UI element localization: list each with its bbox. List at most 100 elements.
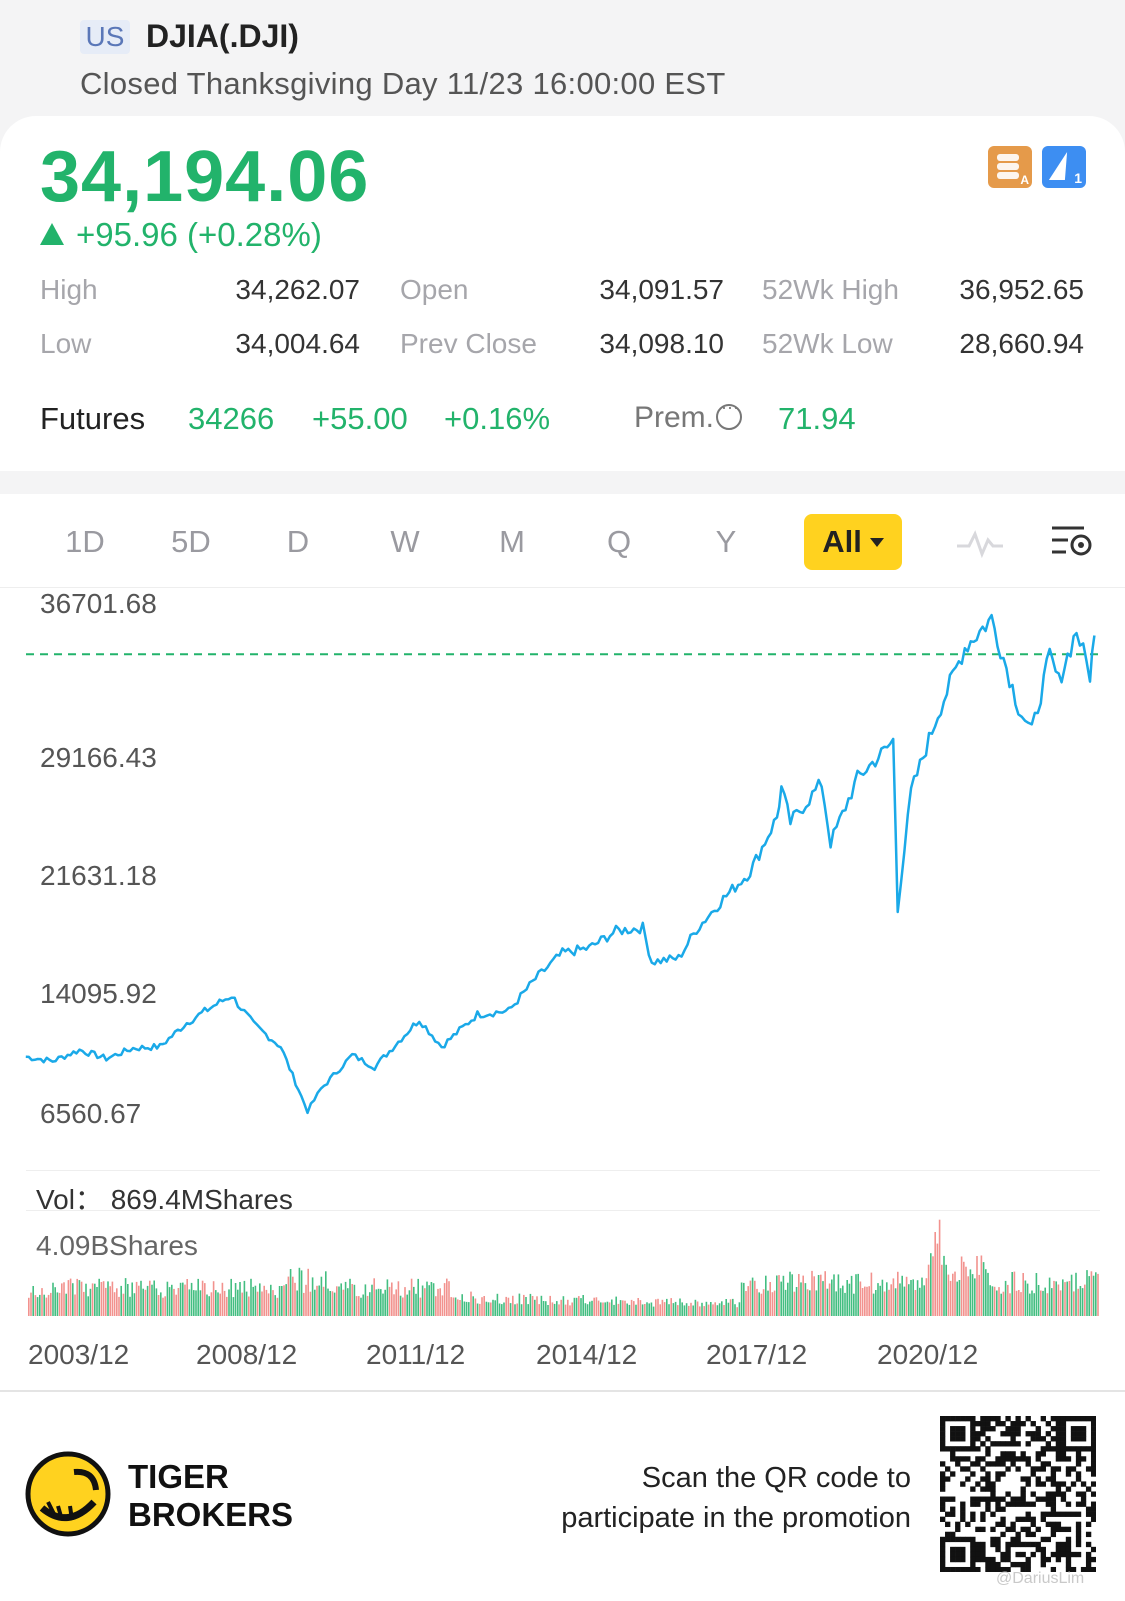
lightning-icon[interactable]: 1 — [1042, 146, 1086, 188]
volume-bar — [793, 1291, 796, 1316]
volume-bar — [193, 1290, 195, 1316]
volume-bar — [58, 1292, 61, 1316]
volume-bar — [179, 1282, 182, 1316]
futures-label[interactable]: Futures — [40, 401, 146, 436]
volume-bar — [892, 1278, 895, 1316]
volume-bar — [314, 1289, 316, 1316]
volume-bar — [1064, 1282, 1066, 1316]
quote-header: US DJIA(.DJI) Closed Thanksgiving Day 11… — [0, 0, 1125, 120]
volume-bar — [578, 1296, 580, 1316]
volume-bar — [1048, 1277, 1051, 1316]
tab-y[interactable]: Y — [715, 524, 737, 559]
volume-bar — [894, 1288, 897, 1316]
volume-bar — [883, 1291, 886, 1316]
volume-bar — [659, 1304, 661, 1316]
volume-bar — [364, 1284, 367, 1316]
tab-all[interactable]: All — [804, 514, 902, 570]
volume-bar — [50, 1292, 52, 1316]
volume-bar — [679, 1298, 681, 1316]
volume-bar — [685, 1303, 688, 1316]
volume-bar — [652, 1306, 655, 1316]
volume-bar — [971, 1274, 974, 1316]
volume-bar — [769, 1282, 771, 1316]
volume-bar — [287, 1276, 290, 1316]
volume-bar — [188, 1289, 191, 1316]
volume-bar — [861, 1288, 864, 1316]
volume-bar — [564, 1304, 567, 1316]
volume-bar — [591, 1300, 593, 1316]
brand-line-1: TIGER — [128, 1458, 229, 1495]
volume-bar — [283, 1285, 285, 1316]
volume-bar — [782, 1275, 785, 1316]
tab-all-label: All — [822, 524, 862, 559]
volume-chart[interactable] — [0, 1210, 1125, 1322]
volume-bar — [872, 1293, 875, 1316]
volume-bar — [320, 1276, 323, 1316]
volume-bar — [584, 1303, 587, 1316]
premium-label[interactable]: Prem. — [634, 397, 743, 435]
premium-value: 71.94 — [778, 401, 856, 436]
volume-bar — [250, 1278, 252, 1316]
price-chart[interactable] — [0, 588, 1125, 1168]
volume-bar — [833, 1274, 835, 1316]
volume-bar — [276, 1297, 279, 1316]
promo-footer: TIGER BROKERS Scan the QR code to particip… — [0, 1392, 1125, 1601]
volume-bar — [1073, 1291, 1075, 1316]
volume-bar — [111, 1281, 114, 1316]
volume-bar — [1086, 1270, 1088, 1316]
volume-bar — [762, 1289, 765, 1316]
volume-bar — [870, 1272, 873, 1316]
volume-bar — [1092, 1275, 1095, 1316]
volume-bar — [468, 1302, 470, 1316]
more-dots-icon[interactable] — [716, 397, 743, 430]
tab-1d[interactable]: 1D — [65, 524, 105, 559]
volume-bar — [837, 1274, 840, 1316]
premium-label-text: Prem. — [634, 401, 715, 434]
volume-bar — [349, 1278, 351, 1316]
tab-d[interactable]: D — [286, 524, 310, 559]
volume-bar — [76, 1278, 78, 1316]
volume-bar — [886, 1282, 888, 1316]
period-tabbar: 1D 5D D W M Q Y All — [0, 494, 1125, 588]
volume-bar — [943, 1255, 945, 1316]
promo-line-2: participate in the promotion — [561, 1502, 911, 1534]
stat-value-open: 34,091.57 — [599, 274, 724, 305]
y-tick-label: 6560.67 — [40, 1098, 142, 1129]
promo-text: Scan the QR code to participate in the pr… — [561, 1458, 911, 1538]
volume-bar — [1046, 1293, 1049, 1316]
volume-bar — [135, 1281, 138, 1316]
volume-bar — [738, 1302, 741, 1316]
volume-bar — [391, 1282, 393, 1316]
tab-w[interactable]: W — [390, 524, 420, 559]
volume-bar — [1084, 1284, 1086, 1316]
tab-m[interactable]: M — [499, 524, 525, 559]
volume-bar — [186, 1279, 188, 1316]
stat-label-low: Low — [40, 328, 92, 359]
volume-bar — [987, 1272, 989, 1316]
symbol-title[interactable]: DJIA(.DJI) — [146, 18, 299, 54]
volume-bar — [705, 1301, 708, 1316]
volume-bar — [985, 1269, 987, 1316]
stat-label-52wk-low: 52Wk Low — [762, 328, 893, 359]
volume-bar — [608, 1302, 611, 1316]
volume-bar — [751, 1277, 754, 1316]
volume-bar — [127, 1284, 129, 1316]
volume-bar — [223, 1290, 226, 1316]
volume-bar — [923, 1285, 925, 1316]
volume-bar — [399, 1295, 402, 1316]
volume-bar — [538, 1304, 540, 1316]
volume-bar — [303, 1292, 305, 1316]
stat-value-52wk-low: 28,660.94 — [959, 328, 1084, 359]
tab-5d[interactable]: 5D — [171, 524, 211, 559]
volume-bar — [512, 1295, 514, 1316]
volume-bar — [674, 1301, 677, 1316]
volume-bar — [736, 1307, 738, 1316]
volume-bar — [571, 1302, 573, 1316]
volume-bar — [1002, 1291, 1005, 1316]
qr-code-icon[interactable] — [940, 1416, 1096, 1572]
chart-settings-icon[interactable] — [1050, 522, 1094, 562]
volume-bar — [481, 1297, 483, 1316]
layers-a-icon[interactable]: A — [988, 146, 1032, 188]
tab-q[interactable]: Q — [606, 524, 632, 559]
indicator-wave-icon[interactable] — [955, 524, 1005, 560]
